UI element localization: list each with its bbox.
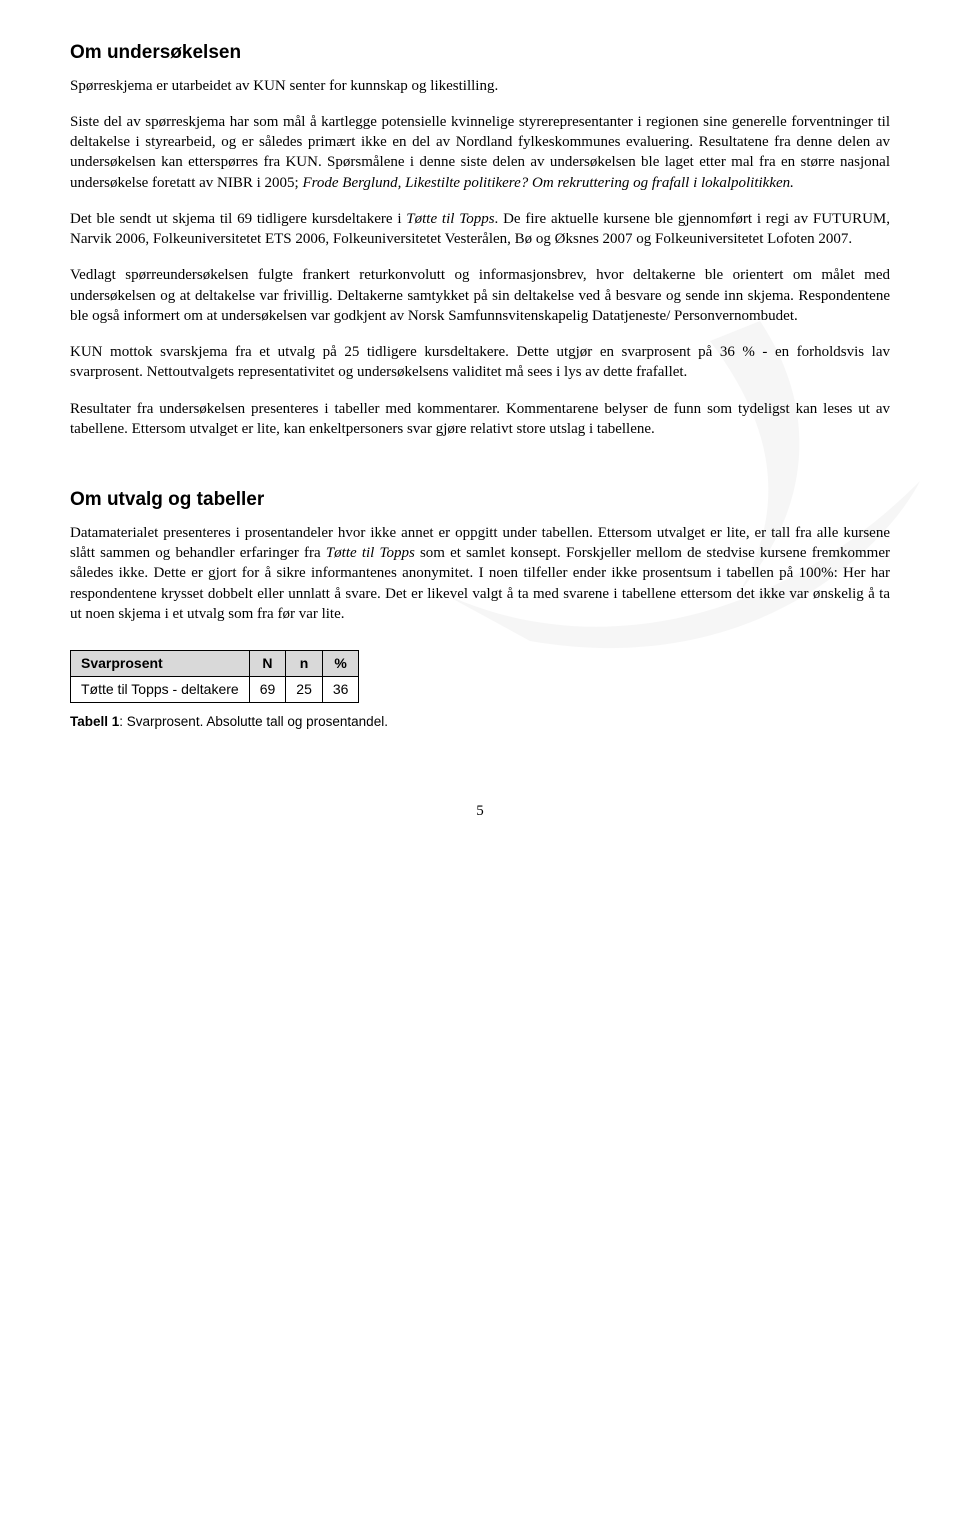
section1-p3-italic: Tøtte til Topps	[406, 211, 494, 227]
table-header-row: Svarprosent N n %	[71, 651, 359, 677]
section1-p4: Vedlagt spørreundersøkelsen fulgte frank…	[70, 265, 890, 326]
section1-p6: Resultater fra undersøkelsen presenteres…	[70, 399, 890, 440]
section2-p1-italic: Tøtte til Topps	[326, 545, 415, 561]
table-row: Tøtte til Topps - deltakere 69 25 36	[71, 676, 359, 702]
th-pct: %	[322, 651, 359, 677]
svarprosent-table: Svarprosent N n % Tøtte til Topps - delt…	[70, 650, 359, 703]
th-N: N	[249, 651, 286, 677]
td-n: 25	[286, 676, 323, 702]
th-svarprosent: Svarprosent	[71, 651, 250, 677]
table-caption-text: : Svarprosent. Absolutte tall og prosent…	[119, 714, 388, 729]
page-number: 5	[70, 801, 890, 821]
section1-p3-a: Det ble sendt ut skjema til 69 tidligere…	[70, 211, 406, 227]
section2-p1: Datamaterialet presenteres i prosentande…	[70, 523, 890, 624]
table-caption-label: Tabell 1	[70, 714, 119, 729]
section1-p2: Siste del av spørreskjema har som mål å …	[70, 112, 890, 193]
section2-heading: Om utvalg og tabeller	[70, 487, 890, 513]
section1-p1: Spørreskjema er utarbeidet av KUN senter…	[70, 76, 890, 96]
table-caption: Tabell 1: Svarprosent. Absolutte tall og…	[70, 713, 890, 731]
section1-p2-italic: Frode Berglund, Likestilte politikere? O…	[302, 175, 793, 191]
section1-heading: Om undersøkelsen	[70, 40, 890, 66]
th-n: n	[286, 651, 323, 677]
td-label: Tøtte til Topps - deltakere	[71, 676, 250, 702]
td-N: 69	[249, 676, 286, 702]
section1-p3: Det ble sendt ut skjema til 69 tidligere…	[70, 209, 890, 250]
td-pct: 36	[322, 676, 359, 702]
section1-p5: KUN mottok svarskjema fra et utvalg på 2…	[70, 342, 890, 383]
